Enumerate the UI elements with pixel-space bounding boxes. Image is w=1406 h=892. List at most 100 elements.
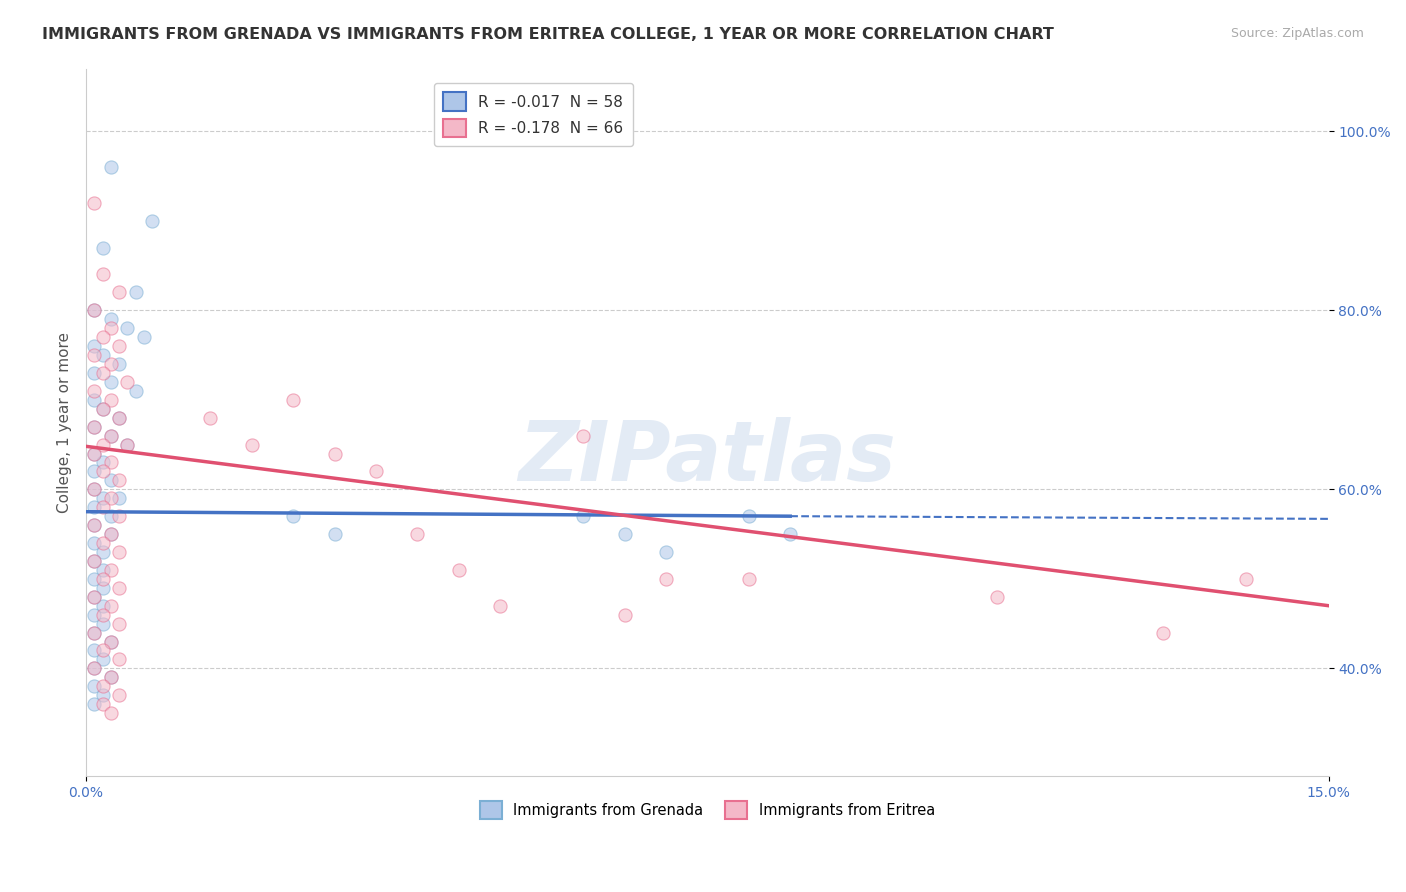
Point (364, 464, 387, 478)
Point (83, 419, 105, 434)
Point (100, 634, 122, 648)
Point (91, 366, 114, 380)
Point (100, 599, 122, 613)
Point (91, 688, 114, 702)
Point (100, 634, 122, 648)
Point (91, 599, 114, 613)
Point (91, 607, 114, 622)
Point (83, 464, 105, 478)
Point (108, 688, 131, 702)
Point (100, 357, 122, 371)
Point (83, 303, 105, 318)
Point (91, 616, 114, 631)
Point (83, 392, 105, 407)
Point (91, 401, 114, 416)
Point (613, 607, 636, 622)
Point (91, 652, 114, 666)
Point (83, 483, 105, 497)
Point (240, 437, 263, 451)
Point (91, 643, 114, 657)
Point (108, 410, 131, 425)
Point (283, 509, 305, 524)
Point (108, 652, 131, 666)
Point (100, 563, 122, 577)
Point (91, 572, 114, 586)
Point (83, 697, 105, 711)
Point (91, 491, 114, 506)
Point (108, 509, 131, 524)
Point (132, 330, 155, 344)
Point (108, 474, 131, 488)
Point (83, 572, 105, 586)
Point (100, 455, 122, 469)
Point (655, 545, 678, 559)
Point (91, 545, 114, 559)
Point (83, 554, 105, 568)
Point (108, 339, 131, 353)
Point (83, 661, 105, 675)
Y-axis label: College, 1 year or more: College, 1 year or more (58, 332, 72, 513)
Point (100, 375, 122, 389)
Point (83, 554, 105, 568)
Point (108, 491, 131, 506)
Point (108, 616, 131, 631)
Point (108, 545, 131, 559)
Point (100, 527, 122, 541)
Point (100, 321, 122, 335)
Point (613, 527, 636, 541)
Text: ZIPatlas: ZIPatlas (519, 417, 896, 498)
Point (100, 312, 122, 326)
Point (738, 509, 761, 524)
Point (83, 625, 105, 640)
Point (117, 375, 139, 389)
Point (108, 581, 131, 595)
Point (91, 581, 114, 595)
Point (100, 670, 122, 684)
Point (406, 527, 429, 541)
Point (100, 527, 122, 541)
Point (117, 437, 139, 451)
Point (200, 410, 222, 425)
Point (283, 392, 305, 407)
Point (91, 563, 114, 577)
Point (323, 446, 346, 460)
Point (125, 384, 148, 398)
Point (1152, 625, 1174, 640)
Point (91, 330, 114, 344)
Point (83, 366, 105, 380)
Point (100, 491, 122, 506)
Point (83, 339, 105, 353)
Point (655, 572, 678, 586)
Point (125, 285, 148, 300)
Point (108, 410, 131, 425)
Point (83, 419, 105, 434)
Point (83, 590, 105, 604)
Point (100, 160, 122, 174)
Point (100, 428, 122, 442)
Point (83, 679, 105, 693)
Point (83, 643, 105, 657)
Point (83, 590, 105, 604)
Point (986, 590, 1008, 604)
Point (83, 446, 105, 460)
Point (117, 437, 139, 451)
Point (91, 697, 114, 711)
Point (100, 509, 122, 524)
Point (83, 518, 105, 533)
Point (83, 661, 105, 675)
Point (83, 500, 105, 515)
Point (91, 464, 114, 478)
Point (117, 321, 139, 335)
Point (83, 607, 105, 622)
Text: Source: ZipAtlas.com: Source: ZipAtlas.com (1230, 27, 1364, 40)
Point (108, 357, 131, 371)
Point (91, 401, 114, 416)
Point (779, 527, 801, 541)
Point (91, 455, 114, 469)
Point (83, 195, 105, 210)
Point (572, 428, 595, 442)
Point (572, 509, 595, 524)
Point (83, 303, 105, 318)
Point (100, 474, 122, 488)
Point (489, 599, 512, 613)
